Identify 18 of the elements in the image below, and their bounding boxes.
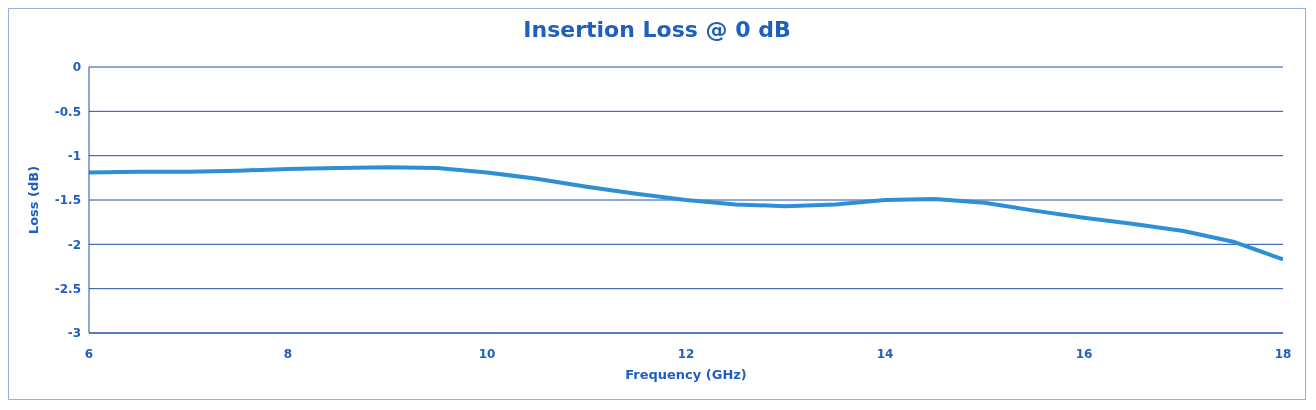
x-axis-title: Frequency (GHz) <box>625 367 747 382</box>
x-tick-label: 6 <box>84 346 94 361</box>
y-tick-label: -2 <box>67 237 81 252</box>
chart-title: Insertion Loss @ 0 dB <box>522 17 792 44</box>
y-tick-label: -1 <box>67 148 81 163</box>
y-tick-label: -1.5 <box>54 193 81 208</box>
x-tick-label: 18 <box>1274 346 1292 361</box>
x-tick-label: 16 <box>1075 346 1093 361</box>
y-tick-label: -0.5 <box>54 104 81 119</box>
x-tick-label: 8 <box>283 346 293 361</box>
y-axis-title: Loss (dB) <box>25 165 41 235</box>
x-tick-label: 10 <box>478 346 496 361</box>
y-tick-label: -2.5 <box>54 281 81 296</box>
line-series <box>89 165 1283 262</box>
y-tick-label: -3 <box>67 326 81 341</box>
x-tick-label: 12 <box>677 346 695 361</box>
y-tick-label: 0 <box>72 60 81 75</box>
x-tick-label: 14 <box>876 346 894 361</box>
